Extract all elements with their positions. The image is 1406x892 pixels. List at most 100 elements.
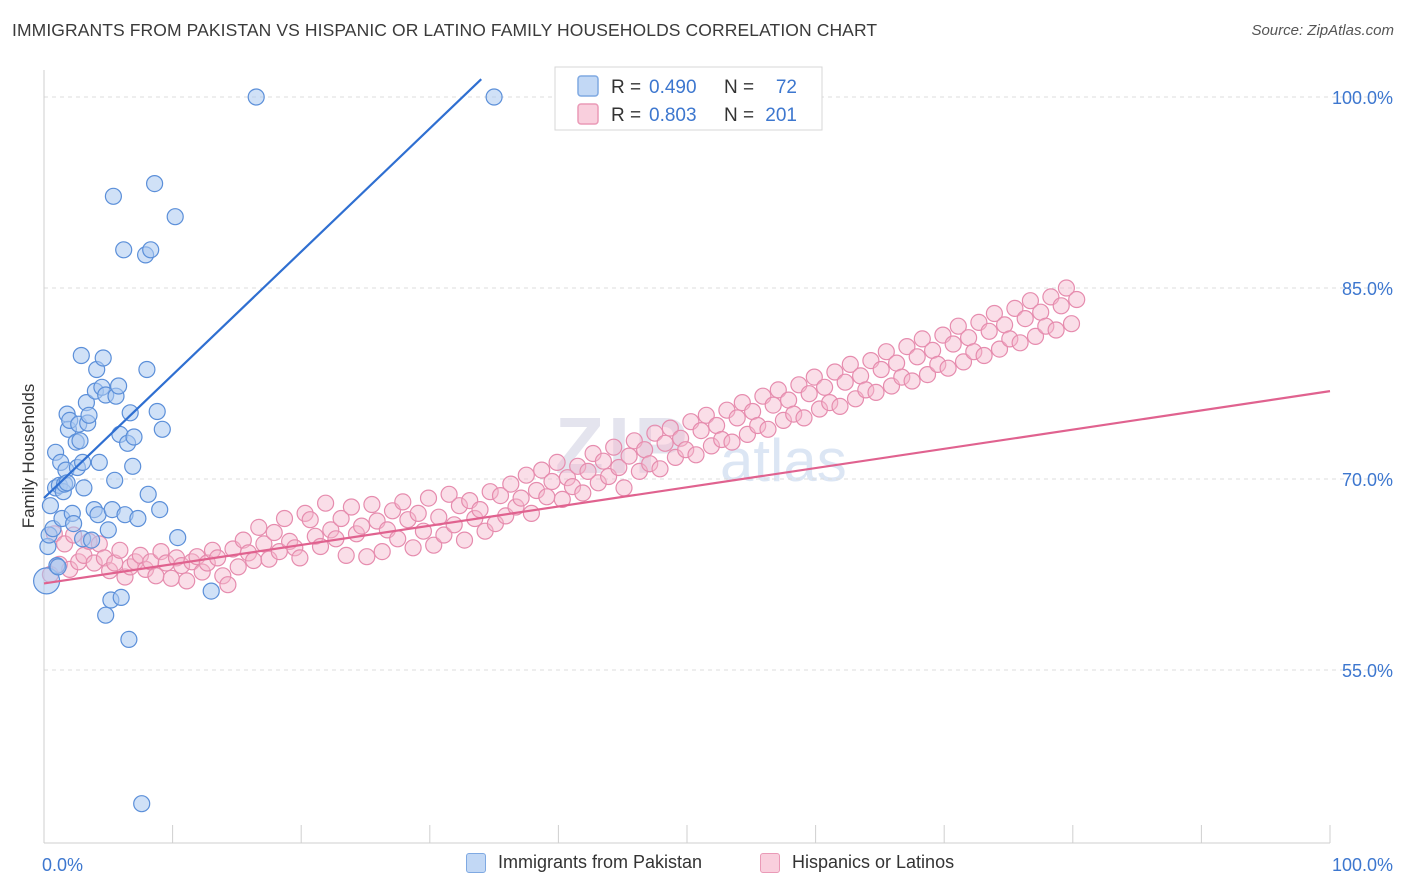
legend-label-pakistan: Immigrants from Pakistan xyxy=(498,852,703,872)
point-hispanic xyxy=(800,385,818,403)
trend-line-hispanic xyxy=(43,390,1331,585)
point-hispanic xyxy=(95,549,114,567)
point-pakistan xyxy=(109,377,128,395)
axes xyxy=(43,70,1331,844)
legend-box-swatch xyxy=(577,75,599,97)
point-hispanic xyxy=(836,373,854,391)
point-hispanic xyxy=(481,483,499,501)
point-hispanic xyxy=(193,563,211,581)
point-hispanic xyxy=(810,400,829,418)
point-hispanic xyxy=(677,441,695,459)
point-hispanic xyxy=(538,488,556,506)
legend-swatch-pink xyxy=(760,852,780,873)
point-hispanic xyxy=(275,509,294,528)
point-hispanic xyxy=(795,409,813,427)
grid-lines xyxy=(44,96,1395,671)
point-hispanic xyxy=(857,381,875,399)
point-hispanic xyxy=(337,546,355,565)
point-hispanic xyxy=(512,489,530,507)
point-hispanic xyxy=(918,366,937,384)
point-hispanic xyxy=(409,504,427,523)
point-pakistan xyxy=(80,406,98,424)
point-pakistan xyxy=(247,88,265,106)
point-hispanic xyxy=(527,481,546,500)
point-hispanic xyxy=(425,536,443,554)
point-pakistan xyxy=(97,606,115,624)
point-hispanic xyxy=(702,437,721,455)
legend-r-label: R = xyxy=(611,105,641,126)
trend-lines xyxy=(43,78,1331,585)
point-hispanic xyxy=(373,542,391,561)
point-hispanic xyxy=(569,457,587,475)
point-hispanic xyxy=(178,572,196,590)
legend-box-swatch xyxy=(577,103,599,125)
point-hispanic xyxy=(821,394,839,412)
point-hispanic xyxy=(1001,330,1019,348)
point-hispanic xyxy=(1057,279,1076,297)
point-hispanic xyxy=(435,526,453,544)
point-hispanic xyxy=(826,363,844,381)
point-hispanic xyxy=(255,535,273,553)
point-hispanic xyxy=(903,372,921,390)
point-pakistan xyxy=(151,501,169,519)
point-hispanic xyxy=(605,438,623,456)
point-hispanic xyxy=(404,539,422,557)
legend-box-frame xyxy=(554,66,823,131)
point-pakistan xyxy=(169,528,187,547)
point-hispanic xyxy=(893,368,911,386)
point-hispanic xyxy=(831,397,849,415)
point-hispanic xyxy=(440,485,458,503)
bottom-legend: Immigrants from Pakistan Hispanics or La… xyxy=(0,852,1406,878)
legend-item-pakistan[interactable]: Immigrants from Pakistan xyxy=(466,852,702,873)
point-pakistan xyxy=(129,509,147,528)
point-pakistan xyxy=(82,531,101,549)
legend-n-label: N = xyxy=(724,105,754,126)
point-hispanic xyxy=(1011,334,1029,352)
point-pakistan xyxy=(148,402,166,421)
point-hispanic xyxy=(507,498,525,516)
point-hispanic xyxy=(491,487,510,505)
point-hispanic xyxy=(219,576,237,594)
point-pakistan xyxy=(124,457,142,475)
point-pakistan xyxy=(75,479,93,497)
point-hispanic xyxy=(353,517,371,535)
point-hispanic xyxy=(646,424,664,442)
point-hispanic xyxy=(563,478,582,496)
point-pakistan xyxy=(153,420,171,438)
point-hispanic xyxy=(908,348,926,366)
point-hispanic xyxy=(522,504,541,523)
point-hispanic xyxy=(250,518,268,537)
point-pakistan xyxy=(89,506,107,524)
point-hispanic xyxy=(419,489,438,507)
point-hispanic xyxy=(949,317,967,335)
source-label: Source: ZipAtlas.com xyxy=(1251,22,1394,39)
point-hispanic xyxy=(965,343,983,361)
point-hispanic xyxy=(867,383,885,401)
point-pakistan xyxy=(49,558,67,576)
legend-item-hispanic[interactable]: Hispanics or Latinos xyxy=(760,852,954,873)
point-hispanic xyxy=(594,452,613,470)
y-tick-label: 100.0% xyxy=(1332,88,1393,108)
point-hispanic xyxy=(1062,315,1081,333)
point-hispanic xyxy=(1006,299,1024,317)
point-hispanic xyxy=(815,378,834,396)
point-pakistan xyxy=(133,795,151,813)
point-hispanic xyxy=(990,340,1009,358)
legend-r-label: R = xyxy=(611,77,641,98)
point-pakistan xyxy=(485,88,503,106)
point-hispanic xyxy=(291,549,309,567)
point-hispanic xyxy=(656,434,674,452)
point-hispanic xyxy=(358,548,376,566)
point-pakistan xyxy=(64,514,83,533)
point-hispanic xyxy=(85,554,103,572)
point-hispanic xyxy=(687,446,705,464)
point-hispanic xyxy=(579,462,597,480)
point-hispanic xyxy=(445,516,463,534)
point-hispanic xyxy=(749,416,767,435)
point-hispanic xyxy=(661,419,679,437)
point-hispanic xyxy=(589,474,607,492)
y-tick-label: 85.0% xyxy=(1342,279,1393,299)
point-hispanic xyxy=(610,458,628,477)
point-hispanic xyxy=(553,490,571,508)
legend-n-label: N = xyxy=(724,77,754,98)
